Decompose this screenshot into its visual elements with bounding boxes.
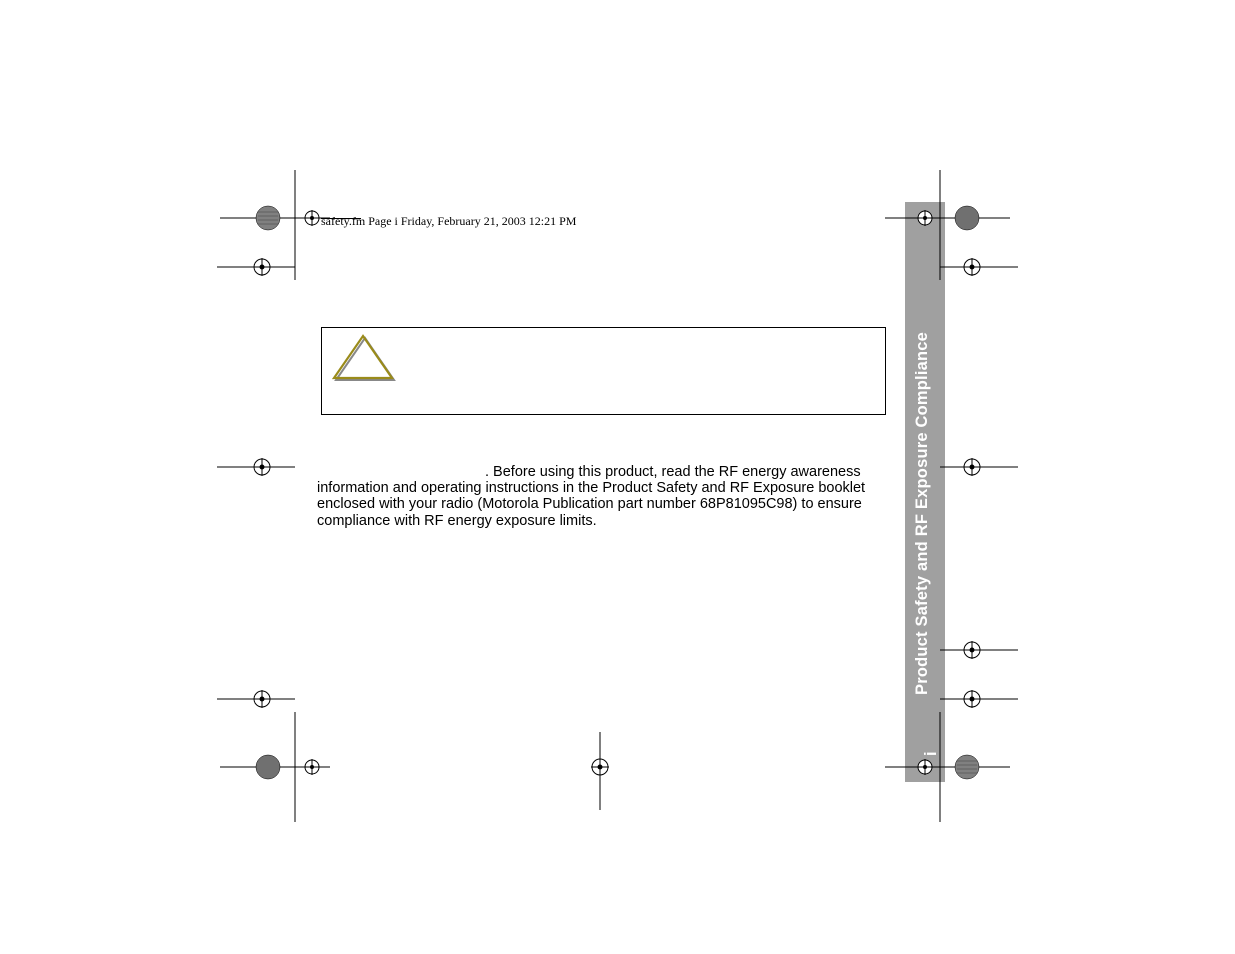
reg-bottom-left-corner: [220, 712, 340, 822]
side-tab-title: Product Safety and RF Exposure Complianc…: [913, 295, 932, 695]
caution-triangle-icon: [328, 331, 398, 383]
reg-mid-right-lowermid: [940, 630, 1020, 670]
reg-mid-left-upper: [217, 247, 297, 287]
reg-mid-right-upper: [940, 247, 1020, 287]
body-paragraph: . Before using this product, read the RF…: [317, 464, 895, 529]
reg-mid-right-lower: [940, 679, 1020, 719]
reg-mid-left-lower: [217, 679, 297, 719]
reg-mid-left-middle: [217, 447, 297, 487]
reg-bottom-center: [580, 732, 620, 812]
body-text-content: . Before using this product, read the RF…: [317, 464, 865, 529]
header-text: safety.fm Page i Friday, February 21, 20…: [321, 214, 576, 229]
page-container: safety.fm Page i Friday, February 21, 20…: [225, 172, 1000, 812]
caution-box: [321, 327, 886, 415]
reg-mid-right-middle: [940, 447, 1020, 487]
side-tab-page-number: i: [922, 696, 941, 756]
